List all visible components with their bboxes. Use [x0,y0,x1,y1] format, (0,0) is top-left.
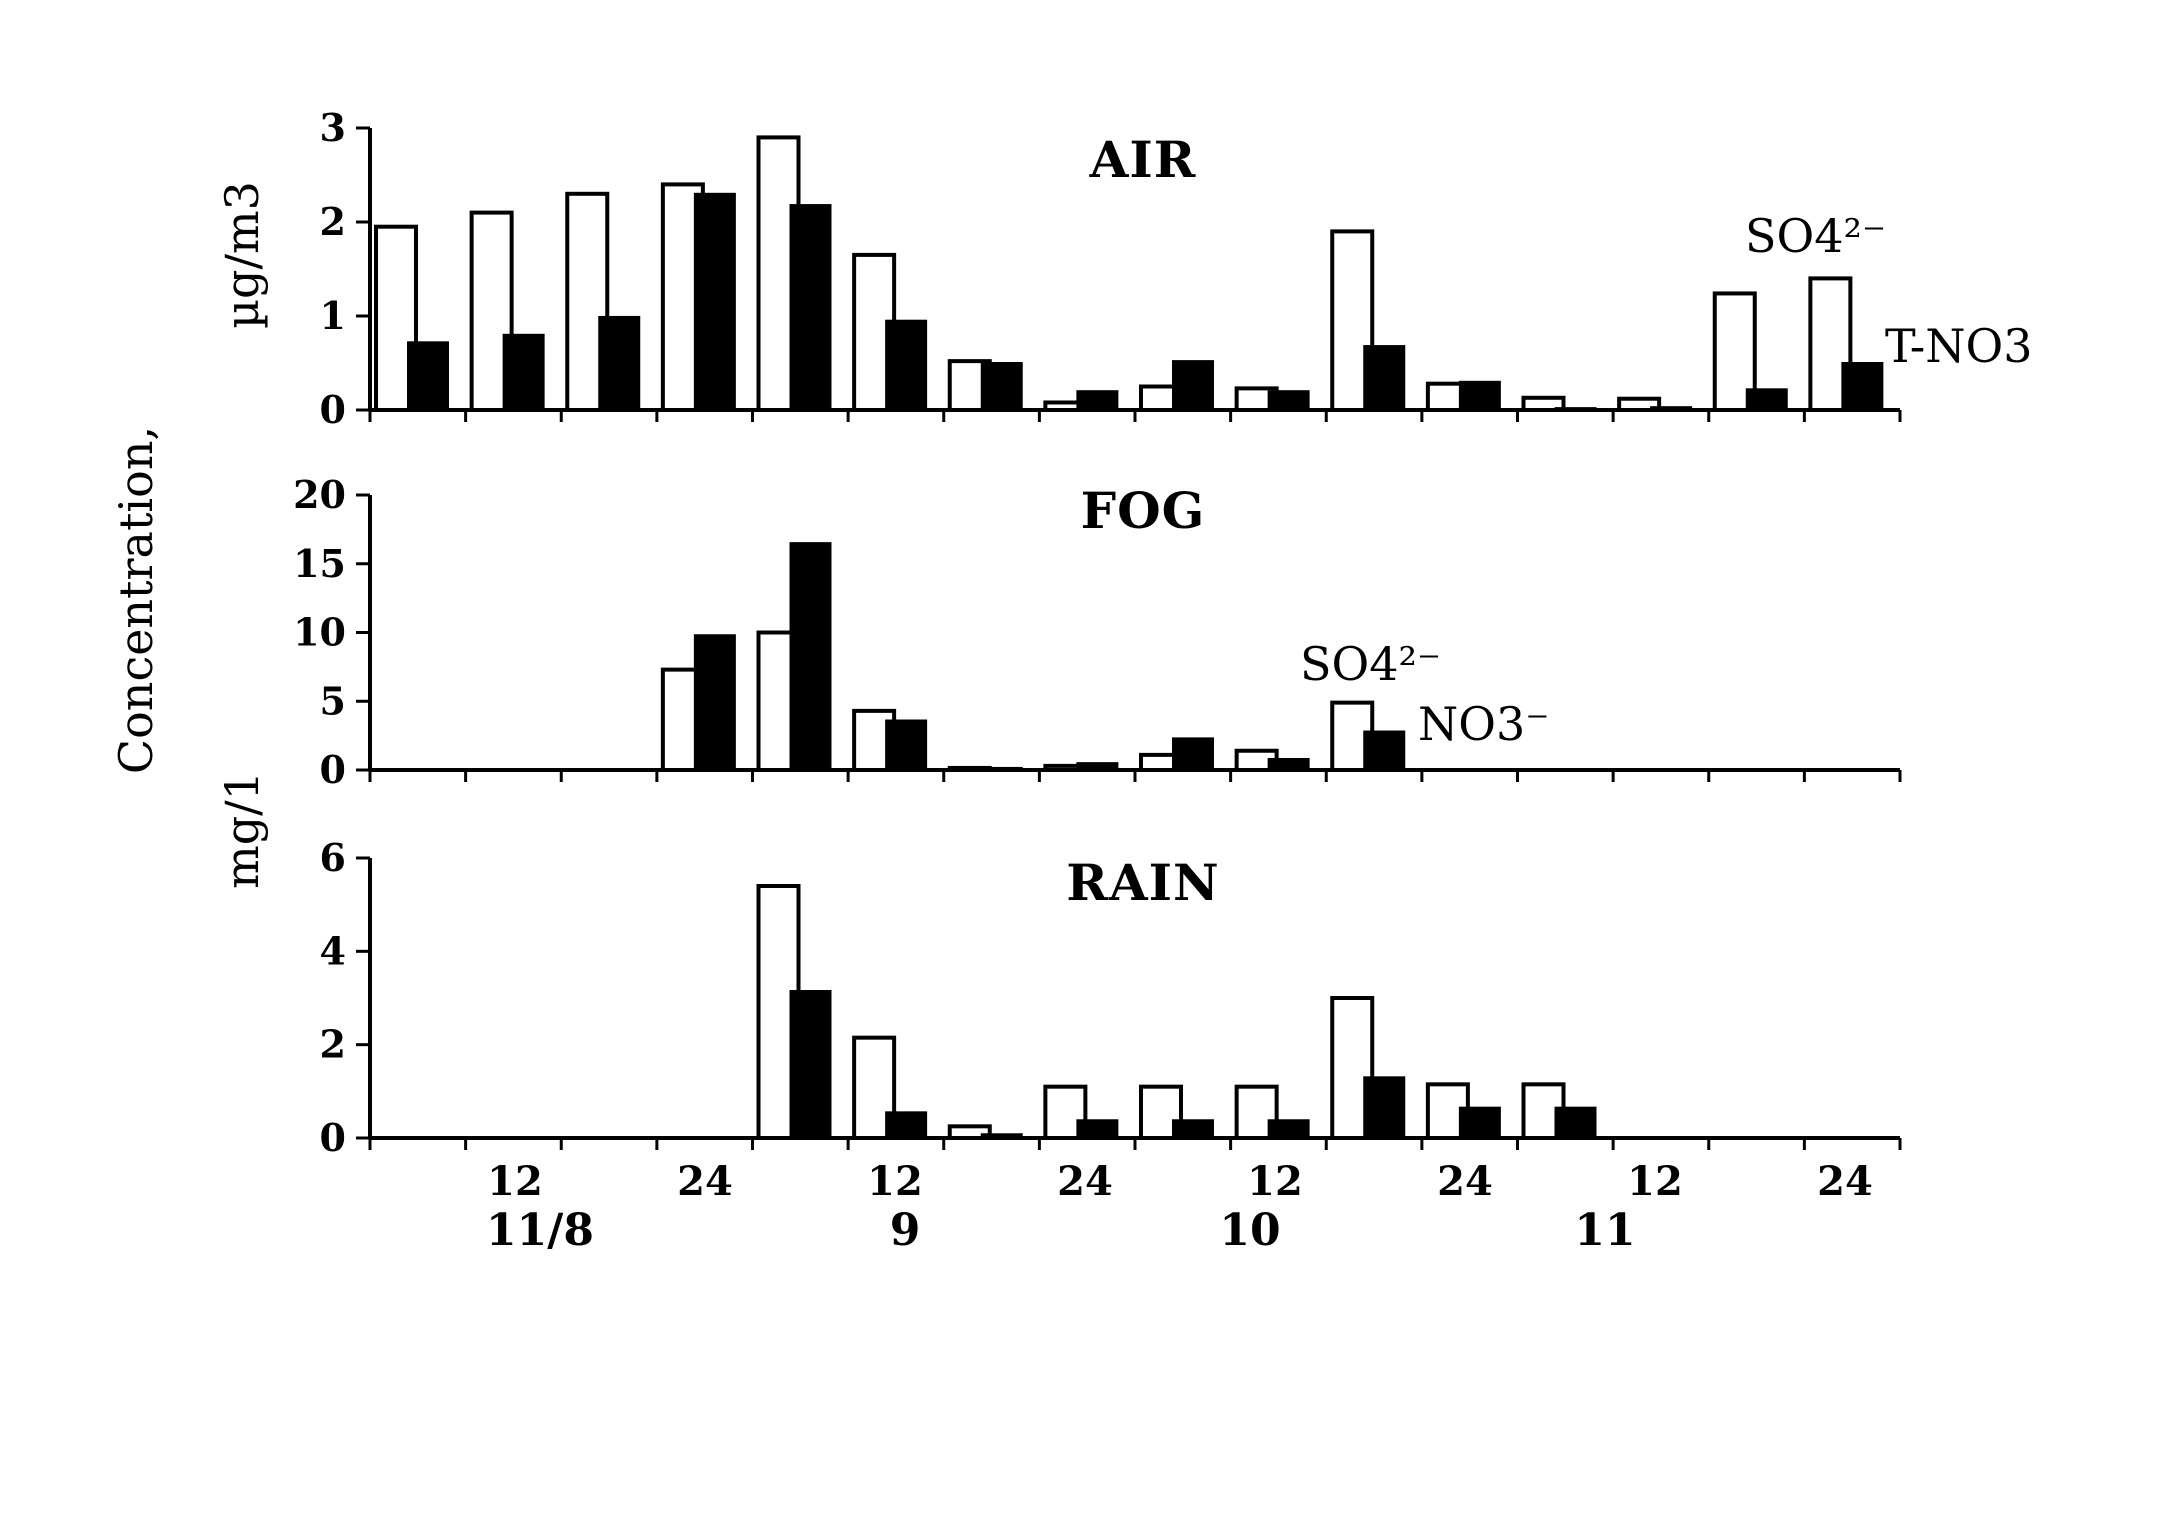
air-bar-no3 [502,333,545,411]
air-y-tick-label: 0 [320,387,346,432]
panel-title-fog: FOG [1081,481,1206,540]
fog-no3-annotation: NO3⁻ [1418,697,1550,751]
air-tno3-annotation: T-NO3 [1885,319,2033,373]
air-bar-so4 [1521,395,1566,412]
air-bar-no3 [1554,407,1597,411]
fog-y-tick-label: 15 [293,541,346,586]
fog-bar-no3 [1267,758,1310,771]
x-tick-label: 12 [1247,1158,1303,1205]
fog-bar-no3 [1172,737,1214,771]
air-bar-no3 [693,192,736,411]
date-label: 11/8 [486,1205,594,1256]
fog-bar-no3 [1076,762,1119,771]
rain-bar-no3 [885,1111,928,1140]
x-tick-label: 24 [1817,1158,1873,1205]
rain-unit-label: mg/1 [215,771,269,889]
air-bar-no3 [1172,360,1214,411]
air-so4-annotation: SO4²⁻ [1745,209,1886,263]
rain-y-tick-label: 4 [320,928,346,973]
air-bar-no3 [598,315,641,411]
date-label: 9 [890,1205,921,1256]
air-y-tick-label: 2 [320,199,346,244]
air-bar-so4 [565,191,610,412]
air-bar-no3 [1745,388,1788,412]
fog-so4-annotation: SO4²⁻ [1300,637,1441,691]
x-tick-label: 12 [867,1158,923,1205]
rain-bar-no3 [1554,1106,1597,1139]
x-tick-label: 12 [487,1158,543,1205]
x-tick-label: 12 [1627,1158,1683,1205]
fog-y-tick-label: 10 [293,610,346,655]
date-label: 10 [1219,1205,1280,1256]
x-tick-label: 24 [677,1158,733,1205]
air-bar-no3 [1458,380,1501,411]
rain-bar-no3 [1458,1106,1501,1139]
air-bar-so4 [1617,396,1662,413]
air-bar-no3 [1076,390,1119,412]
rain-bar-no3 [1172,1119,1214,1140]
rain-y-tick-label: 2 [320,1022,346,1067]
rain-bar-no3 [980,1133,1023,1140]
fog-y-tick-label: 20 [293,472,346,517]
rain-y-tick-label: 6 [320,835,346,880]
air-bar-no3 [1363,345,1406,411]
fog-y-tick-label: 0 [320,747,346,792]
fog-y-tick-label: 5 [320,678,346,723]
rain-bar-no3 [1363,1076,1406,1140]
air-bar-no3 [789,204,832,411]
fog-bar-no3 [693,634,736,771]
rain-bar-no3 [789,990,832,1139]
date-label: 11 [1574,1205,1635,1256]
panel-title-air: AIR [1089,130,1197,189]
fog-bar-no3 [980,766,1023,771]
x-tick-label: 24 [1057,1158,1113,1205]
fog-bar-no3 [1363,730,1406,771]
air-bar-no3 [1267,390,1310,412]
rain-bar-so4 [1043,1084,1088,1140]
air-y-tick-label: 3 [320,105,346,150]
rain-bar-no3 [1267,1119,1310,1140]
shared-ylabel: Concentration, [109,426,163,774]
air-bar-no3 [980,362,1023,411]
x-tick-label: 24 [1437,1158,1493,1205]
air-bar-no3 [407,341,449,412]
air-bar-no3 [1650,406,1693,411]
air-bar-no3 [885,319,928,412]
air-bar-so4 [1330,229,1375,412]
air-panel: 0 1 2 3 [320,105,1902,432]
rain-panel: 0 2 4 6 [320,835,1902,1160]
panel-title-rain: RAIN [1066,853,1219,912]
air-bar-no3 [1841,362,1884,411]
chart-panels: 0 1 2 3 0 5 10 15 20 0 2 4 6 [293,105,1902,1160]
air-y-tick-label: 1 [320,293,346,338]
fog-bar-no3 [789,542,832,771]
rain-bar-no3 [1076,1119,1119,1140]
fog-panel: 0 5 10 15 20 [293,472,1902,792]
rain-bar-so4 [947,1124,992,1141]
fog-bar-no3 [885,719,928,771]
rain-bar-so4 [852,1035,897,1140]
rain-y-tick-label: 0 [320,1115,346,1160]
air-unit-label: µg/m3 [215,181,269,329]
